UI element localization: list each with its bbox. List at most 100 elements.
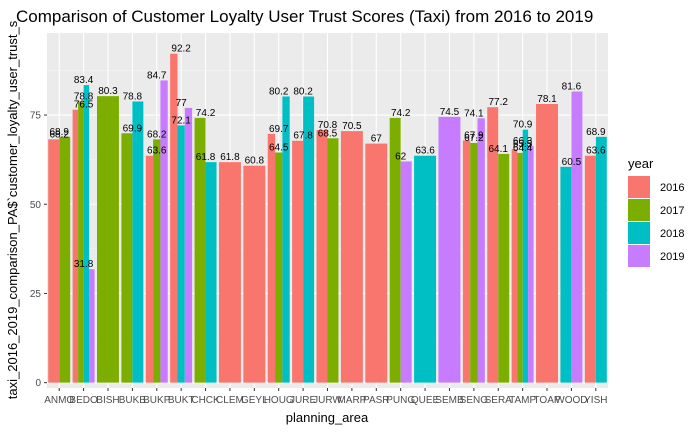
x-tick-label: PASR [363,395,390,406]
x-tick-label: MARP [337,395,366,406]
legend: year 2016 2017 2018 2019 [628,156,684,267]
bar-HOUG-2017 [275,152,283,383]
data-label: 69.7 [269,124,289,135]
data-label: 78.8 [74,92,94,103]
data-label: 92.2 [171,44,191,55]
data-label: 62 [395,151,407,162]
data-label: 61.8 [196,152,216,163]
legend-swatch-2018 [628,222,650,244]
data-label: 78.8 [123,92,143,103]
bar-BUKT-2016 [170,53,178,383]
x-tick-label: BUKB [119,395,147,406]
chart-title: Comparison of Customer Loyalty User Trus… [16,7,593,26]
y-tick-label: 50 [30,200,42,211]
bar-JURW-2016 [316,130,328,383]
x-tick-label: WOOD [555,395,587,406]
bar-SERA-2016 [487,107,499,383]
y-tick-label: 25 [30,289,42,300]
bar-BUKB-2017 [121,133,133,383]
data-label: 65.5 [513,139,533,150]
bar-BUKB-2018 [132,101,144,383]
data-label: 66.3 [513,136,533,147]
y-tick-label: 0 [35,378,41,389]
x-tick-label: HOUG [264,395,294,406]
bar-JURE-2018 [303,96,315,383]
data-label: 68.2 [147,129,167,140]
bar-SENG-2016 [462,140,471,383]
data-label: 84.7 [147,70,167,81]
y-tick-label: 75 [30,111,42,122]
bar-BEDO-2016 [72,109,79,383]
bar-BEDO-2018 [83,85,90,383]
legend-swatch-2017 [628,199,650,221]
x-tick-label: YISH [584,395,607,406]
data-label: 64.5 [269,143,289,154]
bar-WOOD-2019 [571,91,583,383]
x-tick-label: ANMO [44,395,74,406]
x-tick-label: CHCK [191,395,220,406]
data-label: 74.2 [391,108,411,119]
legend-label: 2018 [660,228,684,240]
legend-label: 2019 [660,251,684,263]
data-label: 69.9 [123,123,143,134]
data-label: 81.6 [562,82,582,93]
data-label: 67.9 [464,130,484,141]
data-label: 68.2 [49,129,69,140]
data-label: 70.5 [342,121,362,132]
bar-PUNG-2019 [400,161,412,383]
x-tick-label: BUKP [143,395,171,406]
bar-CHCK-2018 [205,162,217,383]
data-label: 60.5 [562,157,582,168]
bar-BUKP-2016 [145,155,154,383]
bar-MARP-2016 [340,131,363,383]
x-tick-label: SERA [485,395,513,406]
bar-SENG-2017 [470,142,478,383]
bar-JURW-2017 [327,138,339,383]
bar-ANMO-2016 [48,139,60,383]
legend-label: 2017 [660,205,684,217]
bar-PUNG-2017 [389,117,401,383]
data-label: 67.2 [464,133,484,144]
data-label: 77.2 [489,97,509,108]
legend-label: 2016 [660,182,684,194]
bar-GEYL-2016 [243,165,266,383]
y-axis-title: taxi_2016_2019_comparison_PA$`customer_l… [5,20,20,399]
data-label: 74.5 [440,107,460,118]
x-tick-label: SENG [460,395,489,406]
x-tick-label: QUEE [411,395,440,406]
bar-BEDO-2019 [89,269,95,383]
x-tick-label: SEMB [435,395,464,406]
bar-JURE-2016 [292,140,304,383]
data-label: 67 [371,134,383,145]
legend-title: year [628,156,654,171]
data-label: 76.5 [74,100,94,111]
bar-YISH-2018 [595,136,607,383]
data-label: 80.2 [269,87,289,98]
bar-SERA-2017 [498,153,510,383]
data-label: 63.6 [415,146,435,157]
x-axis-title: planning_area [286,410,369,425]
x-tick-label: TOAP [533,395,560,406]
bar-HOUG-2018 [282,96,290,383]
x-tick-label: JURW [313,395,342,406]
data-label: 80.3 [98,86,118,97]
data-label: 74.2 [196,108,216,119]
data-label: 80.2 [293,87,313,98]
bar-BUKP-2019 [160,80,168,383]
bar-TAMP-2018 [522,129,529,383]
data-label: 63.6 [586,146,606,157]
bar-BUKP-2017 [153,139,161,383]
data-label: 74.1 [464,108,484,119]
data-label: 77 [176,98,188,109]
bar-TAMP-2017 [517,152,523,383]
data-label: 31.8 [74,259,94,270]
data-label: 67.8 [293,131,313,142]
bar-BEDO-2017 [78,101,84,383]
data-label: 68.5 [318,128,338,139]
x-tick-label: GEYL [241,395,268,406]
bar-PASR-2016 [365,143,388,383]
bar-CLEM-2016 [218,162,241,383]
data-label: 60.8 [245,156,265,167]
